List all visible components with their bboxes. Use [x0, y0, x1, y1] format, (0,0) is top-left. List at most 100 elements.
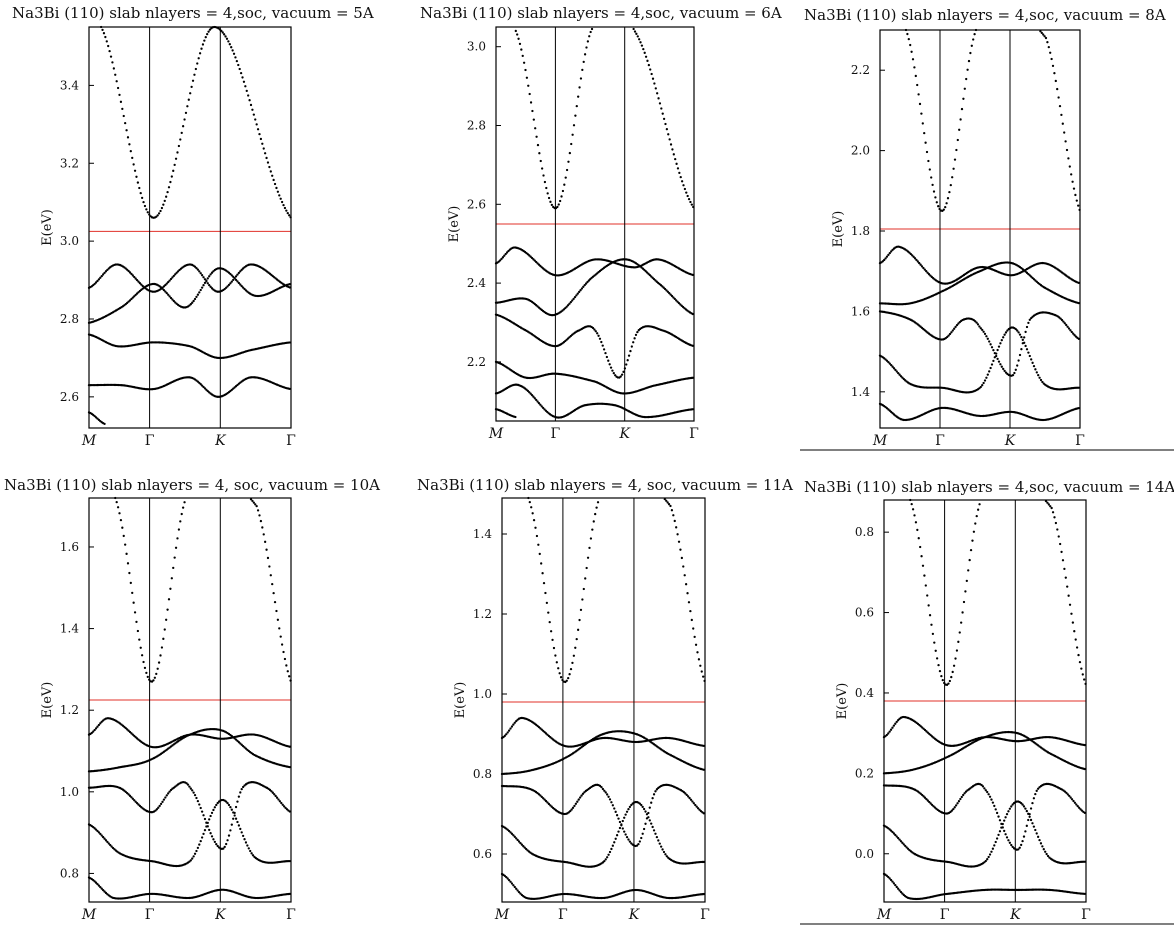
conduction-band-point: [635, 32, 638, 35]
valence-band-point: [199, 806, 202, 810]
valence-band-point: [528, 391, 531, 394]
conduction-band-point: [271, 583, 274, 586]
valence-band-point: [983, 787, 986, 790]
conduction-band-point: [557, 203, 560, 206]
conduction-band-point: [122, 114, 125, 118]
valence-band-point: [888, 251, 891, 255]
valence-band-point: [608, 798, 612, 801]
valence-band-point: [996, 357, 999, 361]
conduction-band-point: [256, 509, 260, 512]
conduction-band-point: [1066, 585, 1069, 588]
valence-band-point: [94, 828, 98, 831]
valence-band-point: [192, 299, 195, 303]
valence-band-point: [280, 801, 283, 805]
valence-band-point: [213, 840, 217, 844]
conduction-band-point: [1056, 528, 1059, 531]
valence-band-point: [573, 804, 576, 807]
valence-band-point: [510, 882, 514, 885]
conduction-band-point: [673, 519, 676, 523]
conduction-band-point: [661, 112, 664, 115]
valence-band-point: [888, 877, 891, 880]
conduction-band-point: [682, 565, 685, 568]
valence-band-point: [288, 283, 291, 286]
valence-band-point: [94, 281, 98, 284]
valence-band-point: [568, 302, 571, 305]
conduction-band-point: [680, 556, 684, 560]
valence-band-point: [546, 801, 549, 804]
band-panel-vacuum-8A: Na3Bi (110) slab nlayers = 4,soc, vacuum…: [796, 0, 1174, 460]
conduction-band-point: [974, 522, 977, 525]
valence-band-point: [603, 789, 606, 792]
conduction-band-point: [222, 33, 226, 36]
valence-band-point: [1014, 327, 1017, 331]
valence-band-point: [1004, 833, 1007, 836]
valence-band-point: [1025, 348, 1029, 351]
valence-band-point: [234, 278, 238, 281]
valence-band-point: [569, 809, 572, 813]
valence-band-point: [899, 840, 903, 843]
conduction-band-point: [1061, 122, 1064, 125]
conduction-band-point: [247, 94, 250, 97]
valence-band-point: [953, 327, 956, 330]
valence-band-point: [520, 843, 524, 846]
valence-band-point: [103, 837, 106, 840]
valence-band-point: [241, 286, 245, 289]
valence-band-point: [514, 415, 517, 419]
valence-band-point: [288, 387, 291, 391]
valence-band-point: [288, 745, 291, 748]
valence-band-point: [565, 305, 568, 308]
conduction-band-point: [201, 43, 205, 46]
valence-band-point: [1024, 830, 1027, 833]
conduction-band-point: [136, 181, 140, 184]
valence-band-point: [1076, 805, 1079, 808]
valence-band-point: [995, 837, 999, 840]
valence-band-point: [1031, 801, 1034, 805]
conduction-band-point: [930, 623, 933, 626]
valence-band-point: [1017, 848, 1020, 851]
conduction-band-point: [572, 654, 576, 657]
valence-band-point: [986, 337, 989, 340]
valence-band-point: [196, 293, 200, 296]
conduction-band-point: [550, 203, 553, 206]
valence-band-point: [883, 258, 886, 262]
valence-band-point: [189, 859, 192, 862]
valence-band-point: [509, 727, 512, 730]
y-axis-label: E(eV): [40, 682, 55, 719]
conduction-band-point: [1049, 505, 1052, 508]
valence-band-point: [655, 836, 659, 839]
conduction-band-point: [142, 660, 145, 664]
valence-band-point: [635, 844, 639, 847]
valence-band-point: [955, 324, 959, 327]
valence-band-point: [540, 405, 543, 408]
conduction-band-point: [948, 190, 951, 194]
conduction-band-point: [944, 205, 947, 209]
kpoint-label: Γ: [700, 907, 710, 923]
valence-band-point: [1008, 841, 1011, 844]
conduction-band-point: [124, 543, 127, 546]
valence-band-point: [623, 816, 626, 819]
valence-band-point: [1021, 338, 1024, 341]
valence-band-point: [581, 792, 585, 795]
valence-band-point: [504, 252, 507, 256]
conduction-band-point: [170, 175, 173, 178]
conduction-band-point: [191, 79, 195, 82]
conduction-band-point: [590, 27, 594, 31]
kpoint-label: M: [81, 433, 97, 449]
valence-band-point: [1000, 365, 1003, 368]
conduction-band-point: [1072, 187, 1076, 190]
conduction-band-point: [668, 138, 671, 141]
valence-band-point: [986, 858, 989, 861]
conduction-band-point: [255, 505, 258, 508]
valence-band-point: [638, 802, 641, 805]
y-tick-label: 0.8: [473, 767, 492, 781]
valence-band-point: [161, 287, 164, 290]
valence-band-point: [689, 798, 693, 801]
valence-band-point: [1077, 337, 1080, 341]
conduction-band-point: [689, 200, 692, 204]
valence-band-point: [926, 271, 929, 274]
valence-band-point: [577, 798, 580, 801]
conduction-band-point: [276, 618, 280, 621]
conduction-band-point: [568, 673, 571, 676]
valence-band-point: [989, 366, 992, 370]
valence-band-point: [894, 884, 897, 887]
